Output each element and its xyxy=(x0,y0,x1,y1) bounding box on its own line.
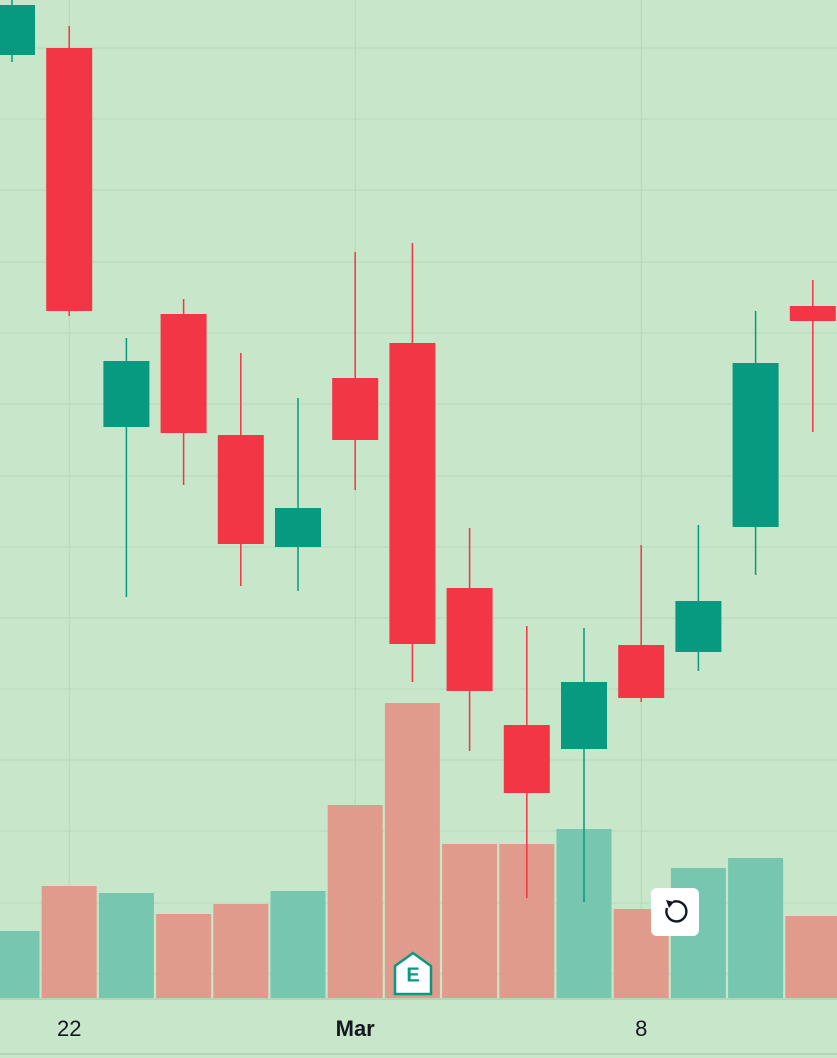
volume-bar xyxy=(728,858,784,998)
candle-body xyxy=(561,682,607,749)
candle-body xyxy=(446,588,493,691)
earnings-label: E xyxy=(406,964,419,986)
earnings-badge xyxy=(393,951,433,996)
reset-icon-arrow xyxy=(666,900,674,908)
volume-bar xyxy=(41,886,97,998)
x-tick-label: 22 xyxy=(57,1016,81,1041)
candle-body xyxy=(389,343,436,644)
candle-body xyxy=(275,508,321,547)
x-tick-label: 8 xyxy=(635,1016,647,1041)
volume-bar xyxy=(384,703,440,998)
candle-body xyxy=(46,48,93,311)
candle-body xyxy=(332,378,379,440)
earnings-marker[interactable]: E xyxy=(393,951,433,996)
candle-body xyxy=(103,361,150,427)
candle-body xyxy=(675,601,722,652)
volume-bar xyxy=(785,916,837,998)
candle-body xyxy=(160,314,207,433)
reset-button[interactable] xyxy=(651,888,699,936)
volume-bar xyxy=(442,844,498,998)
volume-bar xyxy=(327,805,383,998)
volume-bar xyxy=(270,891,326,998)
candle-body xyxy=(618,645,665,698)
volume-bar xyxy=(98,893,154,998)
x-tick-label: Mar xyxy=(336,1016,376,1041)
reset-button-bg xyxy=(651,888,699,936)
candle-body xyxy=(217,435,264,544)
volume-bar xyxy=(0,931,40,998)
volume-bar xyxy=(213,904,269,998)
candle-body xyxy=(0,5,35,55)
reset-icon xyxy=(665,900,688,923)
candle-body xyxy=(732,363,779,527)
volume-bar xyxy=(156,914,212,998)
candle-body xyxy=(789,306,836,321)
candle-body xyxy=(503,725,550,793)
